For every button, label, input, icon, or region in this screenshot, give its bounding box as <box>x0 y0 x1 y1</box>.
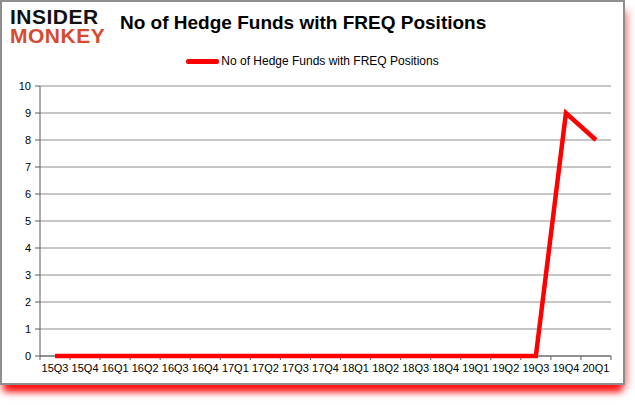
chart-card: INSIDER MONKEY No of Hedge Funds with FR… <box>0 0 625 385</box>
x-tick-label: 16Q3 <box>162 362 189 374</box>
x-tick-label: 15Q3 <box>42 362 69 374</box>
y-tick-label: 9 <box>25 107 31 119</box>
y-tick-label: 5 <box>25 215 31 227</box>
x-tick-label: 18Q4 <box>432 362 459 374</box>
x-tick-label: 19Q4 <box>552 362 579 374</box>
x-tick-label: 17Q1 <box>222 362 249 374</box>
x-tick-label: 19Q1 <box>462 362 489 374</box>
y-tick-label: 2 <box>25 296 31 308</box>
x-tick-label: 18Q1 <box>342 362 369 374</box>
y-tick-label: 0 <box>25 350 31 362</box>
y-tick-label: 3 <box>25 269 31 281</box>
x-tick-label: 16Q2 <box>132 362 159 374</box>
y-tick-label: 4 <box>25 242 31 254</box>
chart-page: INSIDER MONKEY No of Hedge Funds with FR… <box>0 0 635 405</box>
line-chart: 0 1 2 3 4 5 6 7 8 9 10 15Q315Q416Q116Q216Q316Q417Q1… <box>2 2 623 383</box>
y-tick-label: 8 <box>25 134 31 146</box>
x-tick-label: 17Q3 <box>282 362 309 374</box>
x-tick-label: 16Q1 <box>102 362 129 374</box>
x-tick-label: 17Q4 <box>312 362 339 374</box>
y-tick-label: 10 <box>19 80 31 92</box>
x-tick-label: 19Q2 <box>492 362 519 374</box>
x-tick-label: 18Q2 <box>372 362 399 374</box>
series-line <box>55 113 596 356</box>
x-tick-label: 19Q3 <box>522 362 549 374</box>
x-tick-label: 16Q4 <box>192 362 219 374</box>
x-tick-label: 20Q1 <box>583 362 610 374</box>
y-tick-label: 7 <box>25 161 31 173</box>
x-tick-label: 17Q2 <box>252 362 279 374</box>
x-tick-label: 18Q3 <box>402 362 429 374</box>
y-tick-label: 6 <box>25 188 31 200</box>
y-tick-label: 1 <box>25 323 31 335</box>
x-tick-label: 15Q4 <box>72 362 99 374</box>
